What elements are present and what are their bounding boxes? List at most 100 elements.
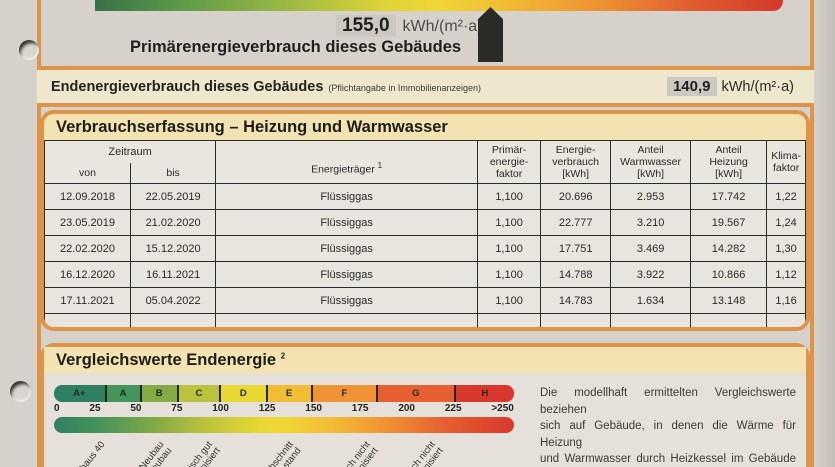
table-row: 22.02.2020 15.12.2020 Flüssiggas 1,100 17.75… [44, 235, 806, 262]
consumption-table-header: Zeitraum Energieträger 1 Primär- energie… [44, 140, 806, 184]
gradient-bar [54, 417, 514, 433]
comparison-label: DurchschnittGebäudebestand [243, 439, 304, 467]
comparison-section: Vergleichswerte Endenergie 2 A+ A B C D E F G H … [40, 343, 810, 467]
cell-bis: 22.05.2019 [129, 183, 217, 210]
left-border-line [37, 0, 41, 467]
energy-class-F: F [310, 385, 376, 402]
consumption-title: Verbrauchserfassung – Heizung und Warmwa… [44, 114, 806, 140]
cell-verbrauch: 17.751 [540, 235, 612, 262]
comparison-rotated-labels: Effizienzhaus 40 EFH NeubauMFH Neubau ener… [54, 435, 514, 467]
col-header-energietraeger: Energieträger 1 [215, 140, 478, 184]
cell-traeger: Flüssiggas [215, 261, 478, 288]
col-header-verbrauch: Energie- verbrauch [kWh] [540, 140, 612, 184]
comparison-title-text: Vergleichswerte Endenergie [56, 351, 277, 369]
cell-bis: 16.11.2021 [129, 261, 217, 288]
cell-ww: 2.953 [610, 183, 692, 210]
scale-tick: 50 [130, 403, 142, 414]
table-row: 16.12.2020 16.11.2021 Flüssiggas 1,100 14.78… [44, 261, 806, 288]
cell-faktor: 1,100 [476, 183, 542, 210]
table-row: 23.05.2019 21.02.2020 Flüssiggas 1,100 22.77… [44, 209, 806, 236]
col-header-bis: bis [129, 163, 217, 184]
cell-von: 23.05.2019 [44, 209, 131, 236]
scale-tick: >250 [491, 403, 514, 414]
cell-ww: 1.634 [610, 287, 692, 314]
cell-bis: 05.04.2022 [129, 287, 217, 314]
energy-class-E: E [265, 385, 311, 402]
cell-empty [215, 313, 478, 327]
scale-tick: 75 [171, 403, 183, 414]
cell-heizung: 17.742 [690, 183, 768, 210]
table-row: 12.09.2018 22.05.2019 Flüssiggas 1,100 20.69… [44, 183, 806, 210]
col-header-energietraeger-text: Energieträger [311, 163, 375, 176]
cell-traeger: Flüssiggas [215, 287, 478, 314]
cell-klima: 1,22 [766, 183, 806, 210]
cell-faktor: 1,100 [476, 209, 542, 236]
endenergie-unit: kWh/(m²·a) [721, 78, 795, 95]
endenergie-label: Endenergieverbrauch dieses Gebäudes [51, 78, 324, 95]
endenergie-strip: Endenergieverbrauch dieses Gebäudes (Pfl… [37, 66, 814, 107]
cell-verbrauch: 20.696 [540, 183, 612, 210]
scale-tick: 225 [444, 403, 462, 414]
cell-verbrauch: 22.777 [540, 209, 612, 236]
energy-class-G: G [375, 385, 454, 402]
cell-klima: 1,12 [766, 261, 806, 288]
punch-hole-bottom [10, 381, 31, 402]
cell-verbrauch: 14.788 [540, 261, 612, 288]
cell-empty [44, 313, 131, 327]
cell-empty [129, 313, 217, 327]
energy-class-D: D [219, 385, 266, 402]
col-header-von: von [44, 163, 131, 184]
cell-von: 17.11.2021 [44, 287, 131, 314]
scale-tick: 175 [351, 403, 369, 414]
cell-faktor: 1,100 [476, 235, 542, 262]
cell-heizung: 10.866 [690, 261, 768, 288]
scale-tick: 0 [54, 403, 60, 414]
primary-energy-value: 155,0 [336, 15, 396, 37]
cell-empty [766, 313, 806, 327]
comparison-label-line: Effizienzhaus 40 [56, 439, 107, 467]
comparison-text-line: und Warmwasser durch Heizkessel im Gebäu… [540, 453, 796, 465]
table-row: 17.11.2021 05.04.2022 Flüssiggas 1,100 14.78… [44, 287, 806, 314]
scale-tick: 125 [258, 403, 276, 414]
energy-class-A: A [104, 385, 140, 402]
col-header-primaerfaktor: Primär- energie- faktor [476, 140, 542, 184]
comparison-content: A+ A B C D E F G H 0 25 50 75 100 125 150 175 200 225 >250… [44, 373, 806, 467]
cell-ww: 3.210 [610, 209, 692, 236]
cell-klima: 1,16 [766, 287, 806, 314]
comparison-text-line: Die modellhaft ermittelten Vergleichswer… [540, 387, 796, 416]
energy-class-C: C [176, 385, 220, 402]
cell-klima: 1,24 [766, 209, 806, 236]
cell-empty [690, 313, 768, 327]
consumption-table-body: 12.09.2018 22.05.2019 Flüssiggas 1,100 20.69… [44, 183, 806, 327]
cell-von: 22.02.2020 [44, 235, 131, 262]
col-header-klimafaktor: Klima- faktor [766, 140, 806, 184]
comparison-text-line: sich auf Gebäude, in denen die Wärme für… [540, 420, 796, 449]
cell-ww: 3.922 [610, 261, 692, 288]
scale-tick: 25 [89, 403, 101, 414]
cell-von: 12.09.2018 [44, 183, 131, 210]
cell-heizung: 19.567 [690, 209, 768, 236]
cell-empty [476, 313, 542, 327]
col-header-zeitraum: Zeitraum [44, 140, 217, 163]
house-marker-icon [478, 7, 503, 62]
endenergie-note: (Pflichtangabe in Immobilienanzeigen) [328, 83, 481, 93]
comparison-label: EFH NeubauMFH Neubau [123, 439, 173, 467]
comparison-title: Vergleichswerte Endenergie 2 [44, 347, 806, 373]
punch-hole-top [19, 40, 39, 60]
cell-empty [540, 313, 612, 327]
cell-bis: 21.02.2020 [129, 209, 217, 236]
col-header-warmwasser: Anteil Warmwasser [kWh] [610, 140, 692, 184]
comparison-label: energetisch nichtmodernisiert [320, 439, 381, 467]
cell-traeger: Flüssiggas [215, 183, 478, 210]
primary-energy-value-row: 155,0 kWh/(m²·a) [336, 15, 483, 37]
cell-verbrauch: 14.783 [540, 287, 612, 314]
col-header-heizung: Anteil Heizung [kWh] [690, 140, 768, 184]
energy-class-B: B [139, 385, 177, 402]
comparison-label: energetisch nichtmodernisiert [385, 439, 446, 467]
cell-empty [610, 313, 692, 327]
cell-heizung: 14.282 [690, 235, 768, 262]
comparison-text: Die modellhaft ermittelten Vergleichswer… [540, 385, 796, 467]
primary-energy-unit: kWh/(m²·a) [402, 18, 483, 35]
table-row-empty [44, 313, 806, 327]
